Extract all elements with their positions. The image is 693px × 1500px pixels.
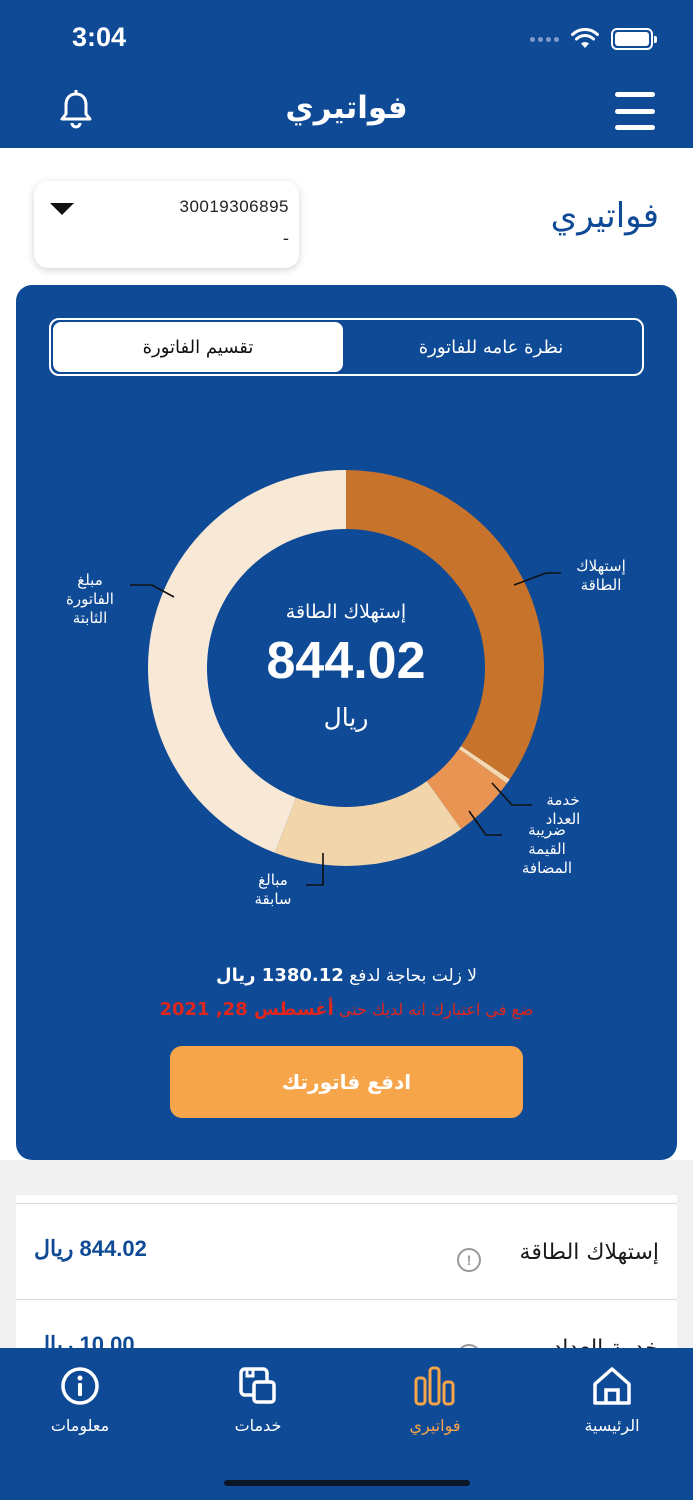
caret-down-icon xyxy=(50,203,74,215)
nav-item-info[interactable]: معلومات xyxy=(10,1364,150,1435)
row-amount: 844.02 ريال xyxy=(34,1236,147,1261)
header-title: فواتيري xyxy=(285,90,408,126)
battery-icon xyxy=(611,28,657,50)
app-header: 3:04 فواتيري xyxy=(0,0,693,148)
wifi-icon xyxy=(571,28,599,48)
slice-label-vat: ضريبة القيمة المضافة xyxy=(521,821,573,877)
page-heading: فواتيري xyxy=(550,196,659,236)
account-number: 30019306895 xyxy=(179,197,289,216)
breakdown-row-energy: 844.02 ريال ! إستهلاك الطاقة xyxy=(16,1203,677,1299)
nav-item-home[interactable]: الرئيسية xyxy=(542,1364,682,1435)
slice-label-meter: خدمة العداد xyxy=(545,791,581,828)
leader-previous xyxy=(306,853,324,886)
status-time: 3:04 xyxy=(72,22,127,52)
status-icons xyxy=(530,28,657,50)
signal-icon xyxy=(530,36,559,42)
row-label: إستهلاك الطاقة xyxy=(519,1240,659,1265)
account-selector[interactable]: 30019306895 - xyxy=(34,181,299,268)
slice-fixed xyxy=(148,470,346,853)
home-icon xyxy=(593,1367,631,1405)
slice-previous xyxy=(274,781,462,866)
home-indicator xyxy=(224,1480,470,1486)
leader-meter xyxy=(491,782,532,806)
info-icon[interactable]: ! xyxy=(457,1248,481,1272)
segmented-control: تقسيم الفاتورة نظرة عامه للفاتورة xyxy=(49,318,644,376)
tab-bill-breakdown[interactable]: تقسيم الفاتورة xyxy=(53,322,343,372)
donut-chart xyxy=(130,470,561,886)
breakdown-row-meter: 10.00 ريال ! خدمة العداد xyxy=(16,1299,677,1350)
info-icon xyxy=(61,1367,99,1405)
due-date-warning: ضع في اعتبارك انه لديك حتى أغسطس 28, 202… xyxy=(159,999,534,1020)
leader-vat xyxy=(468,810,502,836)
leader-energy xyxy=(513,572,561,586)
amount-due-text: لا زلت بحاجة لدفع 1380.12 ريال xyxy=(216,965,477,986)
account-sub: - xyxy=(282,229,289,249)
nav-item-services[interactable]: خدمات xyxy=(188,1364,328,1435)
slice-label-fixed: مبلغ الفاتورة الثابتة xyxy=(66,571,114,627)
row-amount: 10.00 ريال xyxy=(34,1332,135,1350)
chart-center-value: 844.02 xyxy=(266,632,426,690)
slice-vat xyxy=(426,749,507,830)
slice-energy xyxy=(346,470,544,780)
slice-meter xyxy=(458,746,510,784)
row-label: خدمة العداد xyxy=(552,1336,659,1350)
slice-label-energy: إستهلاك الطاقة xyxy=(576,557,626,594)
chart-center-label: إستهلاك الطاقة xyxy=(285,601,407,623)
nav-item-bills[interactable]: فواتيري xyxy=(365,1364,505,1435)
bottom-tab-bar: معلومات خدمات فواتيري الرئيسية xyxy=(0,1348,693,1500)
breakdown-list: 844.02 ريال ! إستهلاك الطاقة 10.00 ريال … xyxy=(16,1195,677,1350)
bills-icon xyxy=(414,1366,455,1406)
chart-center-unit: ريال xyxy=(323,703,369,732)
bill-card: تقسيم الفاتورة نظرة عامه للفاتورة إستهلا… xyxy=(16,285,677,1160)
slice-label-previous: مبالغ سابقة xyxy=(254,871,292,908)
leader-fixed xyxy=(130,584,175,598)
pay-bill-button[interactable]: ادفع فاتورتك xyxy=(170,1046,523,1118)
hamburger-menu-icon[interactable] xyxy=(615,92,655,130)
notification-bell-icon[interactable] xyxy=(58,90,94,130)
tab-bill-overview[interactable]: نظرة عامه للفاتورة xyxy=(418,336,564,358)
services-icon xyxy=(239,1367,276,1404)
